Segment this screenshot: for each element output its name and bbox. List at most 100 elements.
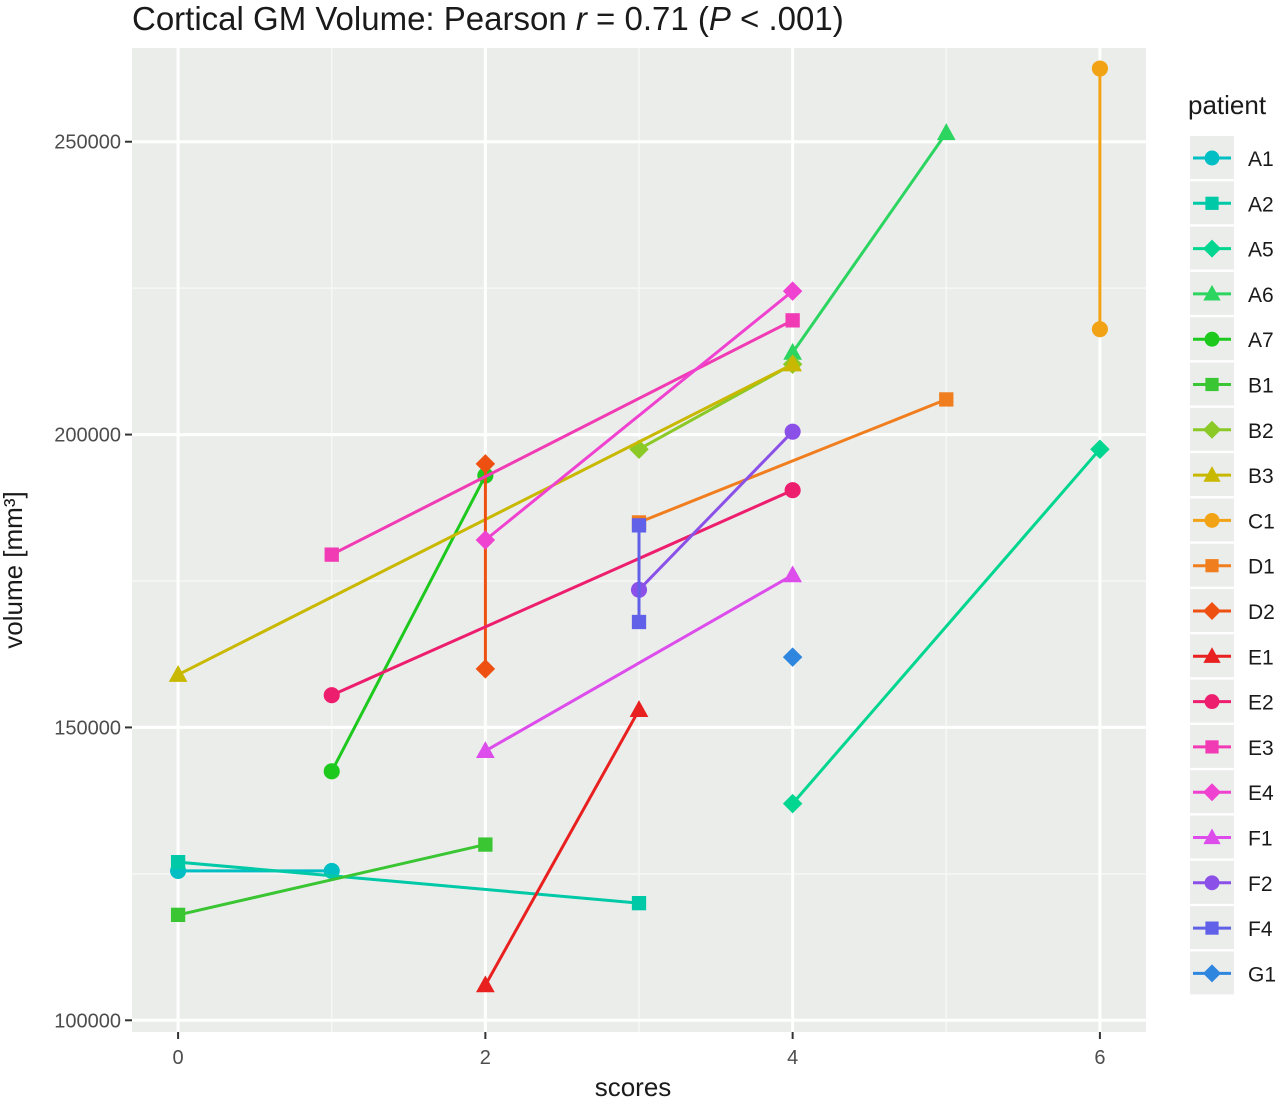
legend-key-marker: [1203, 420, 1221, 439]
data-point-a6: [783, 342, 802, 360]
series-a5: [782, 439, 1110, 814]
legend-label: B1: [1248, 375, 1274, 398]
data-point-a2: [631, 895, 647, 911]
legend-item-e2: E2: [1190, 679, 1274, 723]
series-a6: [783, 123, 956, 360]
data-point-d2: [475, 454, 496, 474]
legend: patient A1 A2 A5 A6 A7 B1 B2 B3 C1 D1 D2 E1 E2 E3 E4 F1 F…: [1188, 90, 1276, 995]
title-prefix: Cortical GM Volume:: [132, 0, 444, 37]
legend-item-d1: D1: [1190, 543, 1275, 587]
legend-item-f4: F4: [1190, 906, 1273, 950]
series-line-a6: [791, 132, 948, 354]
data-point-d1: [939, 392, 954, 407]
legend-key-marker: [1203, 783, 1221, 802]
data-point-a7: [323, 763, 340, 780]
series-g1: [782, 647, 803, 667]
legend-item-c1: C1: [1190, 498, 1275, 542]
data-point-a2: [170, 854, 186, 870]
legend-item-a5: A5: [1190, 226, 1274, 270]
series-e2: [323, 482, 801, 704]
legend-item-d2: D2: [1190, 589, 1275, 632]
series-line-d1: [638, 398, 947, 524]
legend-label: F4: [1248, 918, 1273, 941]
data-point-f1: [783, 565, 802, 583]
legend-key-marker: [1205, 921, 1219, 935]
legend-label: A5: [1248, 239, 1274, 262]
legend-label: E2: [1248, 692, 1274, 715]
legend-label: D1: [1248, 556, 1275, 579]
legend-item-a7: A7: [1190, 317, 1274, 361]
data-point-e3: [785, 313, 800, 328]
legend-item-b3: B3: [1190, 453, 1274, 497]
legend-label: E1: [1248, 646, 1274, 669]
series-line-a7: [330, 474, 487, 773]
legend-label: G1: [1248, 963, 1276, 986]
series-f4: [631, 518, 647, 630]
series-line-e1: [484, 709, 641, 986]
series-line-f1: [484, 573, 794, 753]
x-axis-label: scores: [595, 1072, 672, 1102]
legend-key-marker: [1205, 740, 1219, 754]
legend-item-a6: A6: [1190, 271, 1274, 315]
series-e4: [475, 281, 803, 550]
data-point-b3: [783, 354, 802, 372]
legend-key-marker: [1203, 466, 1221, 482]
legend-key-marker: [1205, 377, 1219, 392]
legend-label: F1: [1248, 828, 1273, 851]
legend-label: B2: [1248, 420, 1274, 443]
data-point-e2: [784, 482, 801, 499]
legend-key-marker: [1204, 512, 1220, 528]
data-point-c1: [1091, 321, 1108, 338]
legend-label: A2: [1248, 193, 1274, 216]
data-point-a5: [1090, 439, 1110, 459]
data-point-d2: [475, 659, 496, 679]
x-tick-label: 6: [1094, 1047, 1105, 1069]
legend-key-marker: [1204, 331, 1220, 347]
series-b1: [170, 837, 493, 923]
axes: 0 2 4 6 100000 150000 200000 250000 scores volume…: [0, 132, 1105, 1102]
series-line-a2: [177, 860, 640, 905]
legend-label: B3: [1248, 465, 1274, 488]
legend-key-marker: [1203, 828, 1221, 845]
legend-key-marker: [1204, 150, 1220, 166]
series-a2: [170, 854, 647, 911]
data-point-c1: [1091, 60, 1108, 77]
title-p-value: < .001): [730, 0, 844, 37]
data-point-a6: [936, 123, 956, 141]
series-layer: [168, 60, 1110, 993]
legend-title: patient: [1188, 90, 1267, 120]
legend-label: A1: [1248, 148, 1274, 171]
legend-item-a1: A1: [1190, 136, 1274, 179]
legend-key-marker: [1203, 647, 1221, 663]
data-point-e1: [629, 700, 649, 718]
data-point-e4: [782, 281, 803, 301]
legend-label: C1: [1248, 510, 1275, 533]
x-tick-label: 4: [787, 1047, 798, 1069]
legend-item-f2: F2: [1190, 860, 1273, 904]
title-r-word: Pearson: [443, 0, 576, 37]
series-line-a5: [791, 448, 1102, 805]
series-e3: [324, 313, 800, 562]
legend-item-g1: G1: [1190, 951, 1276, 995]
legend-label: F2: [1248, 873, 1273, 896]
legend-item-e3: E3: [1190, 724, 1274, 768]
y-tick-label: 200000: [54, 425, 121, 447]
legend-key-marker: [1203, 239, 1221, 258]
data-point-a5: [782, 793, 803, 814]
data-point-b1: [170, 907, 186, 923]
data-point-b1: [478, 837, 493, 852]
x-tick-label: 2: [480, 1047, 491, 1069]
data-point-f4: [631, 614, 647, 630]
series-d2: [475, 454, 496, 679]
legend-item-f1: F1: [1190, 815, 1273, 859]
series-f1: [476, 565, 802, 759]
y-tick-label: 150000: [54, 717, 121, 739]
series-line-e2: [331, 488, 794, 697]
data-point-f4: [631, 518, 647, 533]
legend-label: A6: [1248, 284, 1274, 307]
legend-item-b2: B2: [1190, 407, 1274, 451]
title-p-symbol: P: [708, 0, 731, 37]
data-point-e1: [476, 975, 495, 993]
series-line-e4: [484, 289, 794, 542]
